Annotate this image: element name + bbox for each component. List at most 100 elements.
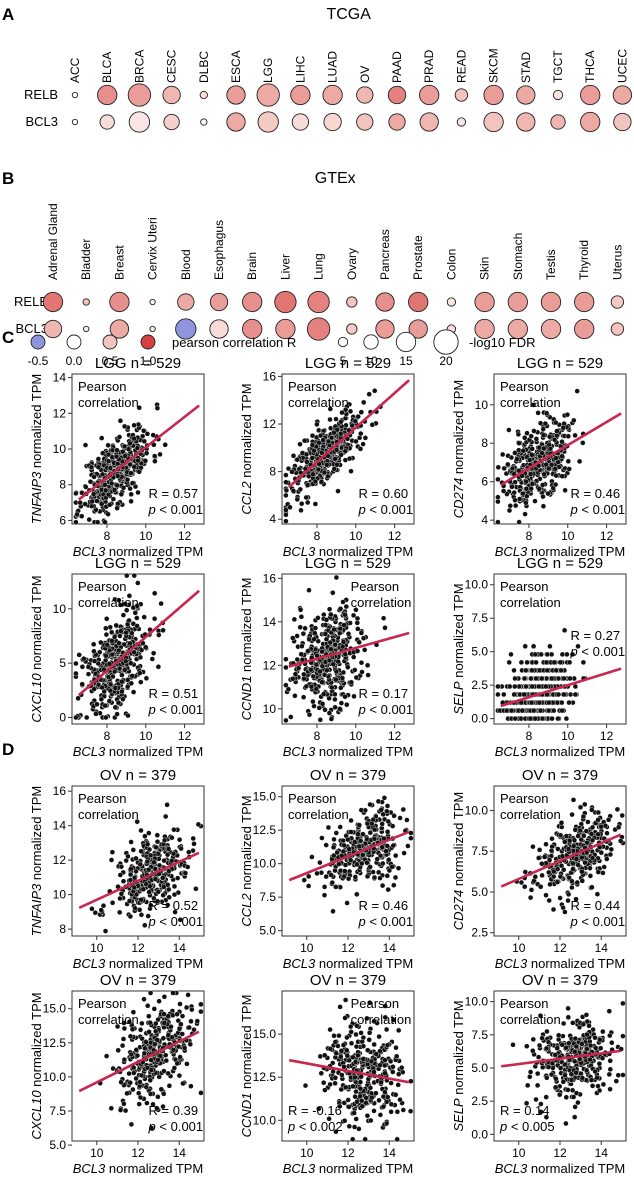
data-point xyxy=(98,907,104,913)
column-label: ESCA xyxy=(229,50,243,83)
data-point xyxy=(333,574,340,581)
data-point xyxy=(302,1082,309,1089)
data-point xyxy=(158,600,164,607)
data-point xyxy=(589,807,595,813)
x-tick-label: 14 xyxy=(173,941,187,955)
data-point xyxy=(520,448,526,454)
data-point xyxy=(569,651,576,658)
data-point xyxy=(553,419,559,426)
r-value: R = 0.44 xyxy=(571,898,621,913)
data-point xyxy=(144,431,151,437)
data-point xyxy=(191,1026,197,1033)
y-axis-gene: CCL2 xyxy=(239,893,254,927)
data-point xyxy=(188,1083,194,1089)
p-symbol: p xyxy=(358,702,366,717)
data-point xyxy=(531,707,537,714)
data-point xyxy=(178,845,184,852)
data-point xyxy=(559,707,565,714)
data-point xyxy=(178,1021,184,1027)
data-point xyxy=(128,1121,135,1128)
data-point xyxy=(585,819,591,825)
data-point xyxy=(581,833,587,839)
data-point xyxy=(116,640,122,646)
data-point xyxy=(118,1079,124,1085)
data-point xyxy=(158,1086,165,1093)
data-point xyxy=(348,468,354,474)
data-point xyxy=(194,1018,201,1024)
data-point xyxy=(348,1029,354,1035)
y-tick-label: 4 xyxy=(481,513,488,527)
data-point xyxy=(73,660,79,667)
data-point xyxy=(118,491,125,497)
r-value: R = 0.60 xyxy=(359,486,409,501)
data-point xyxy=(320,437,326,443)
dot xyxy=(128,111,151,133)
p-text: < 0.001 xyxy=(156,702,203,717)
y-tick-label: 5.0 xyxy=(49,1138,66,1152)
data-point xyxy=(198,1090,204,1096)
data-point xyxy=(524,430,530,436)
dot xyxy=(149,298,156,306)
data-point xyxy=(98,639,104,646)
data-point xyxy=(116,647,122,654)
data-point xyxy=(87,479,94,485)
data-point xyxy=(394,1136,400,1143)
data-point xyxy=(341,622,347,628)
data-point xyxy=(394,1109,401,1115)
data-point xyxy=(380,615,387,621)
data-point xyxy=(89,906,95,912)
data-point xyxy=(565,1005,571,1012)
scatter-title: LGG n = 529 xyxy=(95,355,181,372)
data-point xyxy=(109,651,116,658)
data-point xyxy=(330,908,336,914)
r-value: R = 0.57 xyxy=(149,486,199,501)
column-label: Ovary xyxy=(345,248,359,280)
x-axis-gene: BCL3 xyxy=(73,956,106,971)
data-point xyxy=(533,659,539,666)
dot xyxy=(97,84,118,106)
data-point xyxy=(565,433,571,439)
data-point xyxy=(609,1039,615,1046)
p-text: < 0.001 xyxy=(366,502,413,517)
data-point xyxy=(127,440,133,447)
data-point xyxy=(373,1051,379,1057)
y-tick-label: 10.0 xyxy=(465,803,489,817)
dot xyxy=(356,113,374,131)
data-point xyxy=(546,707,552,714)
data-point xyxy=(346,1104,352,1110)
data-point xyxy=(615,824,622,830)
data-point xyxy=(305,499,311,506)
data-point xyxy=(128,498,134,504)
dot xyxy=(419,84,440,106)
data-point xyxy=(359,860,365,867)
data-point xyxy=(620,1072,626,1078)
data-point xyxy=(346,1057,352,1064)
column-label: Adrenal Gland xyxy=(46,203,60,280)
data-point xyxy=(575,833,581,839)
data-point xyxy=(175,1043,182,1050)
data-point xyxy=(95,456,102,462)
y-axis-gene: CCND1 xyxy=(239,676,254,721)
data-point xyxy=(377,1062,383,1068)
data-point xyxy=(129,480,136,486)
data-point xyxy=(359,1097,365,1104)
data-point xyxy=(95,682,102,688)
data-point xyxy=(136,405,143,411)
data-point xyxy=(367,801,373,808)
data-point xyxy=(111,668,118,675)
data-point xyxy=(113,622,119,629)
data-point xyxy=(306,587,312,593)
data-point xyxy=(549,675,555,682)
r-value: R = 0.17 xyxy=(359,686,409,701)
data-point xyxy=(147,990,154,996)
data-point xyxy=(530,643,537,649)
data-point xyxy=(127,1079,133,1086)
legend-size-label: 5 xyxy=(340,354,347,368)
column-label: BRCA xyxy=(132,50,146,83)
data-point xyxy=(348,679,354,685)
plot-frame xyxy=(281,373,415,525)
data-point xyxy=(362,1136,368,1143)
data-point xyxy=(332,704,338,710)
data-point xyxy=(512,683,518,690)
